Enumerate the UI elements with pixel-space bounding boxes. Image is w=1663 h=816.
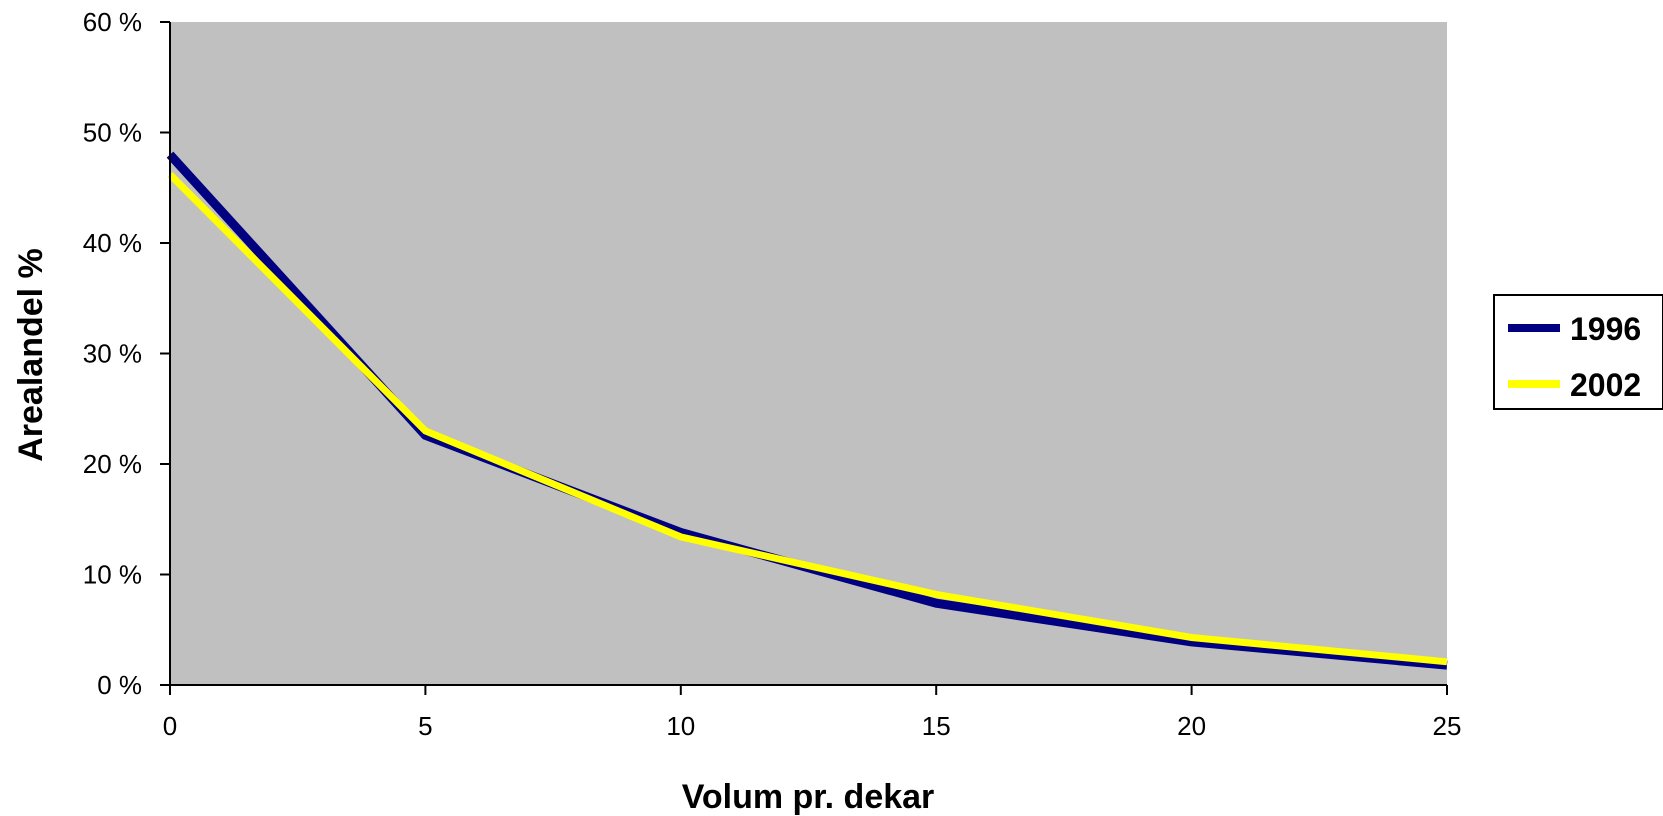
tick-labels: 0 % 10 % 20 % 30 % 40 % 50 % 60 % 0 5 10 15 20 25 (83, 7, 1462, 741)
legend-label-2002: 2002 (1570, 367, 1641, 403)
y-axis-title: Arealandel % (12, 248, 50, 462)
y-tick-label: 0 % (97, 670, 142, 700)
y-tick-label: 40 % (83, 228, 142, 258)
x-tick-label: 15 (922, 711, 951, 741)
legend: 1996 2002 (1493, 294, 1663, 410)
axis-layer (160, 21, 1448, 695)
series-line-2002 (167, 172, 1448, 666)
legend-box (1493, 294, 1663, 410)
y-tick-label: 10 % (83, 560, 142, 590)
x-tick-label: 25 (1433, 711, 1462, 741)
y-tick-label: 20 % (83, 449, 142, 479)
x-tick-label: 10 (666, 711, 695, 741)
x-tick-label: 20 (1177, 711, 1206, 741)
y-tick-label: 60 % (83, 7, 142, 37)
x-axis-title: Volum pr. dekar (682, 778, 935, 816)
x-tick-label: 0 (163, 711, 177, 741)
y-tick-label: 30 % (83, 339, 142, 369)
plot-area (170, 22, 1447, 685)
y-tick-label: 50 % (83, 118, 142, 148)
legend-label-1996: 1996 (1570, 311, 1641, 347)
x-tick-label: 5 (418, 711, 432, 741)
